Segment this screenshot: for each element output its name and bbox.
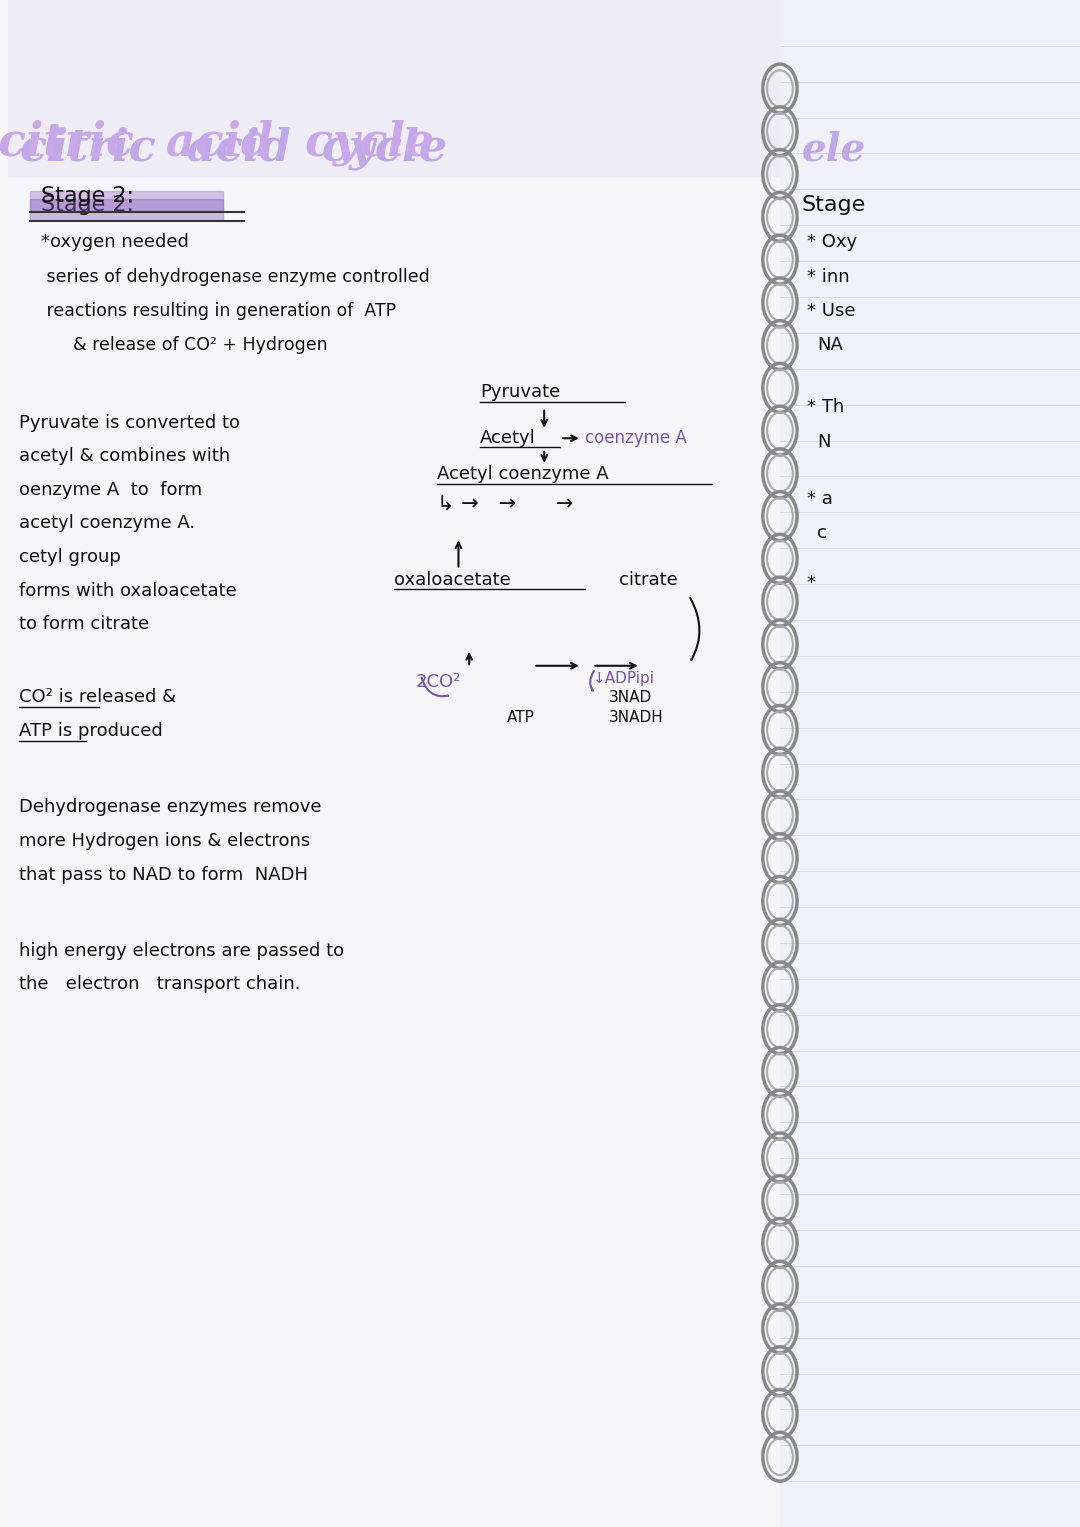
Text: reactions resulting in generation of  ATP: reactions resulting in generation of ATP [41,302,395,321]
FancyArrowPatch shape [421,678,448,696]
Bar [30,199,222,220]
Text: the   electron   transport chain.: the electron transport chain. [19,976,300,994]
FancyArrowPatch shape [590,670,594,690]
Text: oenzyme A  to  form: oenzyme A to form [19,481,202,499]
Text: Pyruvate is converted to: Pyruvate is converted to [19,414,240,432]
Bar [9,153,780,1527]
Bar [9,0,780,176]
Text: acetyl & combines with: acetyl & combines with [19,447,230,466]
Text: Dehydrogenase enzymes remove: Dehydrogenase enzymes remove [19,799,322,817]
Text: NA: NA [818,336,843,354]
Text: Acetyl: Acetyl [480,429,536,447]
Text: ↳ →   →      →: ↳ → → → [437,495,573,515]
Text: coenzyme A: coenzyme A [585,429,687,447]
Text: ele: ele [801,130,866,168]
Text: * Use: * Use [807,302,855,321]
Text: * Th: * Th [807,399,843,417]
Text: Stage 2:: Stage 2: [41,186,134,206]
Text: & release of CO² + Hydrogen: & release of CO² + Hydrogen [62,336,327,354]
FancyArrowPatch shape [690,599,700,660]
Text: high energy electrons are passed to: high energy electrons are passed to [19,942,345,960]
Text: oxaloacetate: oxaloacetate [394,571,511,589]
Bar [30,191,222,211]
Text: *oxygen needed: *oxygen needed [41,234,188,252]
Text: * inn: * inn [807,269,849,287]
Text: ci: ci [19,127,63,169]
Text: citrate: citrate [619,571,678,589]
Text: ↓ADPipi: ↓ADPipi [593,670,654,686]
Text: *: * [807,574,815,592]
Text: acetyl coenzyme A.: acetyl coenzyme A. [19,515,195,533]
Text: Pyruvate: Pyruvate [480,383,561,402]
Text: N: N [818,434,831,452]
Text: 3NAD: 3NAD [608,690,651,705]
Text: forms with oxaloacetate: forms with oxaloacetate [19,582,237,600]
Text: that pass to NAD to form  NADH: that pass to NAD to form NADH [19,866,308,884]
Text: to form citrate: to form citrate [19,615,149,634]
Text: ATP: ATP [507,710,535,725]
Text: ATP is produced: ATP is produced [19,722,163,741]
Bar [9,0,1080,183]
Text: series of dehydrogenase enzyme controlled: series of dehydrogenase enzyme controlle… [41,269,429,287]
Text: itric  acid  cycle: itric acid cycle [51,127,447,169]
Text: 2CO²: 2CO² [416,673,461,692]
Text: 3NADH: 3NADH [608,710,663,725]
Text: Stage 2:: Stage 2: [41,195,134,215]
Text: cetyl group: cetyl group [19,548,121,567]
Bar [780,0,1080,1527]
Bar [9,0,72,183]
Text: * a: * a [807,490,833,508]
Text: Acetyl coenzyme A: Acetyl coenzyme A [437,466,609,484]
Text: more Hydrogen ions & electrons: more Hydrogen ions & electrons [19,832,310,851]
Text: c: c [818,524,827,542]
Text: * Oxy: * Oxy [807,234,856,252]
Text: CO² is released &: CO² is released & [19,689,176,707]
Text: Stage: Stage [801,195,866,215]
Text: citric  acid  cycle: citric acid cycle [0,119,434,166]
